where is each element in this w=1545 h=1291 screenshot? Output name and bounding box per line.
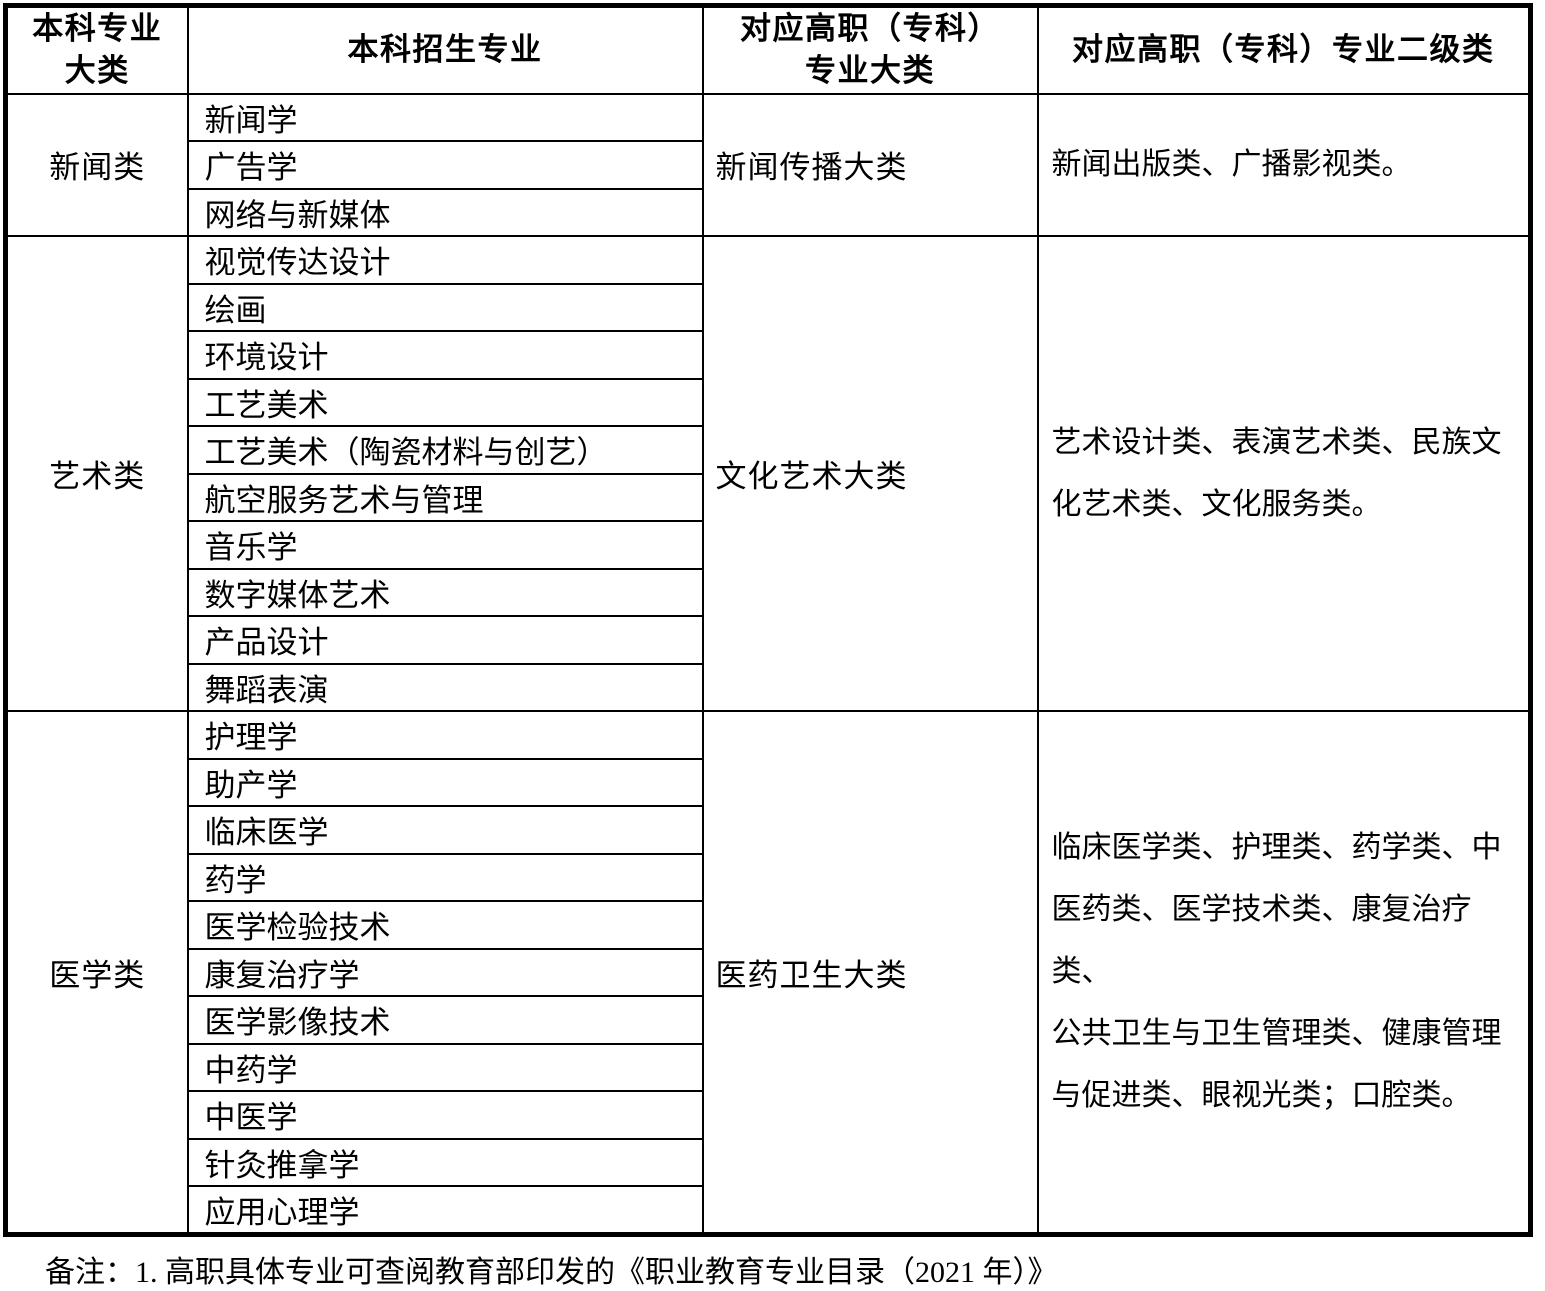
table-row: 网络与新媒体: [6, 187, 1531, 237]
undergrad-major-cell: 音乐学: [186, 520, 704, 570]
header-vocational-category: 对应高职（专科） 专业大类: [701, 4, 1039, 95]
table-row: 工艺美术: [6, 377, 1531, 427]
undergrad-major-cell: 网络与新媒体: [186, 187, 704, 237]
undergrad-major-cell: 中药学: [186, 1042, 704, 1092]
table-row: 助产学: [6, 757, 1531, 807]
undergrad-category-cell: 医学类: [4, 710, 189, 1236]
undergrad-major-cell: 医学检验技术: [186, 900, 704, 950]
vocational-subcategories-cell: 临床医学类、护理类、药学类、中 医药类、医学技术类、康复治疗类、 公共卫生与卫生…: [1036, 710, 1532, 1236]
undergrad-major-cell: 药学: [186, 852, 704, 902]
table-row: 临床医学: [6, 805, 1531, 855]
undergrad-major-cell: 数字媒体艺术: [186, 567, 704, 617]
table-row: 艺术类 视觉传达设计 文化艺术大类 艺术设计类、表演艺术类、民族文 化艺术类、文化服务…: [4, 235, 1532, 712]
table-row: 康复治疗学: [6, 947, 1531, 997]
undergrad-category-cell: 新闻类: [4, 92, 189, 237]
undergrad-major-cell: 康复治疗学: [186, 947, 704, 997]
undergrad-major-cell: 新闻学: [186, 92, 704, 142]
table-row: 针灸推拿学: [6, 1137, 1531, 1187]
vocational-category-cell: 文化艺术大类: [701, 235, 1039, 712]
table-row: 工艺美术（陶瓷材料与创艺）: [6, 425, 1531, 475]
undergrad-major-cell: 环境设计: [186, 330, 704, 380]
table-row: 数字媒体艺术: [6, 567, 1531, 617]
undergrad-major-cell: 绘画: [186, 282, 704, 332]
undergrad-major-cell: 广告学: [186, 140, 704, 190]
table-row: 医学检验技术: [6, 900, 1531, 950]
majors-mapping-table: 本科专业 大类 本科招生专业 对应高职（专科） 专业大类 对应高职（专科）专业二…: [3, 3, 1533, 1237]
undergrad-major-cell: 医学影像技术: [186, 995, 704, 1045]
header-row: 本科专业 大类 本科招生专业 对应高职（专科） 专业大类 对应高职（专科）专业二…: [4, 4, 1532, 95]
undergrad-major-cell: 视觉传达设计: [186, 235, 704, 285]
table-row: 应用心理学: [6, 1185, 1531, 1236]
undergrad-major-cell: 护理学: [186, 710, 704, 760]
table-row: 绘画: [6, 282, 1531, 332]
table-row: 舞蹈表演: [6, 662, 1531, 712]
table-row: 航空服务艺术与管理: [6, 472, 1531, 522]
header-undergrad-category: 本科专业 大类: [4, 4, 189, 95]
undergrad-major-cell: 助产学: [186, 757, 704, 807]
header-undergrad-majors: 本科招生专业: [186, 4, 704, 95]
table-row: 中药学: [6, 1042, 1531, 1092]
table-row: 中医学: [6, 1090, 1531, 1140]
table-row: 医学类 护理学 医药卫生大类 临床医学类、护理类、药学类、中 医药类、医学技术类、康复…: [4, 710, 1532, 1236]
table-row: 医学影像技术: [6, 995, 1531, 1045]
vocational-subcategories-cell: 新闻出版类、广播影视类。: [1036, 92, 1532, 237]
table-row: 环境设计: [6, 330, 1531, 380]
table-row: 药学: [6, 852, 1531, 902]
footnote: 备注：1. 高职具体专业可查阅教育部印发的《职业教育专业目录（2021 年）》: [45, 1256, 1058, 1289]
vocational-category-cell: 新闻传播大类: [701, 92, 1039, 237]
table-row: 音乐学: [6, 520, 1531, 570]
undergrad-major-cell: 中医学: [186, 1090, 704, 1140]
table-row: 广告学: [6, 140, 1531, 190]
undergrad-category-cell: 艺术类: [4, 235, 189, 712]
undergrad-major-cell: 舞蹈表演: [186, 662, 704, 712]
undergrad-major-cell: 临床医学: [186, 805, 704, 855]
table-row: 产品设计: [6, 615, 1531, 665]
undergrad-major-cell: 工艺美术（陶瓷材料与创艺）: [186, 425, 704, 475]
vocational-category-cell: 医药卫生大类: [701, 710, 1039, 1236]
undergrad-major-cell: 应用心理学: [186, 1185, 704, 1236]
undergrad-major-cell: 针灸推拿学: [186, 1137, 704, 1187]
undergrad-major-cell: 产品设计: [186, 615, 704, 665]
undergrad-major-cell: 航空服务艺术与管理: [186, 472, 704, 522]
table-row: 新闻类 新闻学 新闻传播大类 新闻出版类、广播影视类。: [4, 92, 1532, 237]
vocational-subcategories-cell: 艺术设计类、表演艺术类、民族文 化艺术类、文化服务类。: [1036, 235, 1532, 712]
undergrad-major-cell: 工艺美术: [186, 377, 704, 427]
header-vocational-subcategories: 对应高职（专科）专业二级类: [1036, 4, 1532, 95]
